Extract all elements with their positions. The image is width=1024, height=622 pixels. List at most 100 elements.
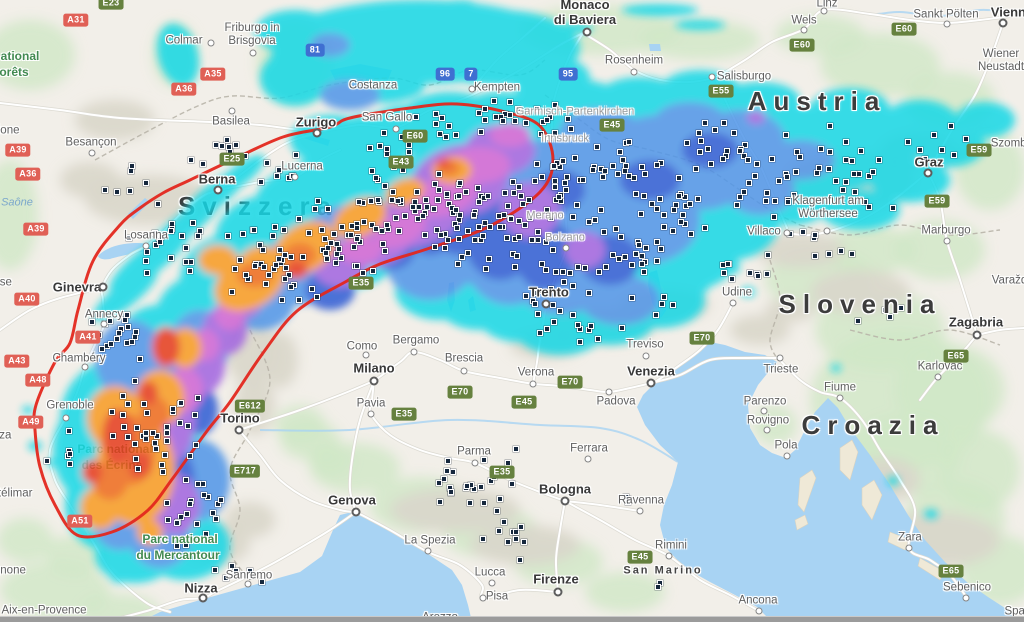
station-marker[interactable]: [516, 217, 523, 224]
station-marker[interactable]: [368, 198, 375, 204]
station-marker[interactable]: [393, 214, 400, 221]
station-marker[interactable]: [332, 260, 339, 267]
station-marker[interactable]: [613, 225, 620, 232]
station-marker[interactable]: [640, 193, 647, 200]
station-marker[interactable]: [273, 262, 280, 268]
station-marker[interactable]: [239, 230, 246, 237]
station-marker[interactable]: [542, 267, 549, 273]
station-marker[interactable]: [455, 235, 462, 242]
station-marker[interactable]: [695, 130, 702, 137]
station-marker[interactable]: [259, 246, 266, 253]
station-marker[interactable]: [679, 211, 686, 218]
station-marker[interactable]: [523, 293, 530, 300]
station-marker[interactable]: [114, 188, 121, 195]
station-marker[interactable]: [745, 157, 752, 164]
station-marker[interactable]: [402, 212, 409, 219]
station-marker[interactable]: [125, 323, 132, 330]
station-marker[interactable]: [259, 579, 266, 586]
station-marker[interactable]: [419, 213, 426, 220]
station-marker[interactable]: [359, 270, 366, 277]
station-marker[interactable]: [156, 239, 163, 246]
station-marker[interactable]: [457, 212, 464, 219]
station-marker[interactable]: [562, 187, 569, 194]
station-marker[interactable]: [838, 248, 845, 255]
station-marker[interactable]: [476, 223, 483, 230]
station-marker[interactable]: [176, 419, 183, 426]
station-marker[interactable]: [509, 481, 516, 488]
station-marker[interactable]: [553, 268, 560, 275]
station-marker[interactable]: [480, 499, 487, 506]
station-marker[interactable]: [551, 101, 558, 108]
station-marker[interactable]: [661, 224, 668, 231]
station-marker[interactable]: [183, 511, 190, 518]
station-marker[interactable]: [731, 129, 738, 136]
station-marker[interactable]: [183, 542, 190, 549]
station-marker[interactable]: [348, 223, 355, 230]
station-marker[interactable]: [435, 186, 442, 193]
station-marker[interactable]: [577, 339, 584, 346]
station-marker[interactable]: [228, 563, 235, 570]
station-marker[interactable]: [825, 251, 832, 258]
station-marker[interactable]: [167, 255, 174, 262]
station-marker[interactable]: [487, 477, 494, 484]
station-marker[interactable]: [746, 270, 753, 277]
station-marker[interactable]: [257, 179, 264, 186]
station-marker[interactable]: [523, 119, 530, 126]
station-marker[interactable]: [324, 205, 331, 212]
station-marker[interactable]: [66, 451, 73, 458]
station-marker[interactable]: [640, 269, 647, 276]
station-marker[interactable]: [133, 456, 140, 463]
station-marker[interactable]: [133, 424, 140, 431]
station-marker[interactable]: [447, 488, 454, 495]
station-marker[interactable]: [658, 246, 665, 253]
station-marker[interactable]: [534, 229, 541, 236]
station-marker[interactable]: [553, 196, 560, 203]
station-marker[interactable]: [848, 251, 855, 258]
station-marker[interactable]: [276, 247, 283, 254]
station-marker[interactable]: [312, 205, 319, 212]
station-marker[interactable]: [812, 253, 819, 260]
station-marker[interactable]: [648, 201, 655, 208]
station-marker[interactable]: [415, 216, 422, 223]
station-marker[interactable]: [132, 377, 139, 384]
station-marker[interactable]: [444, 458, 451, 465]
station-marker[interactable]: [526, 197, 533, 204]
station-marker[interactable]: [535, 237, 542, 244]
station-marker[interactable]: [826, 123, 833, 130]
station-marker[interactable]: [842, 157, 849, 164]
station-marker[interactable]: [285, 271, 292, 278]
station-marker[interactable]: [436, 480, 443, 487]
station-marker[interactable]: [660, 294, 667, 301]
station-marker[interactable]: [275, 166, 282, 173]
station-marker[interactable]: [563, 173, 570, 180]
station-marker[interactable]: [559, 157, 566, 164]
station-marker[interactable]: [213, 142, 220, 149]
station-marker[interactable]: [260, 263, 267, 270]
station-marker[interactable]: [381, 248, 388, 255]
station-marker[interactable]: [792, 169, 799, 176]
station-marker[interactable]: [636, 241, 643, 248]
station-marker[interactable]: [702, 224, 709, 231]
station-marker[interactable]: [827, 148, 834, 155]
station-marker[interactable]: [585, 218, 592, 225]
station-marker[interactable]: [507, 215, 514, 222]
station-marker[interactable]: [512, 446, 519, 453]
station-marker[interactable]: [126, 235, 133, 242]
station-marker[interactable]: [388, 197, 395, 204]
station-marker[interactable]: [653, 206, 660, 213]
station-marker[interactable]: [120, 424, 127, 431]
station-marker[interactable]: [865, 203, 872, 210]
station-marker[interactable]: [437, 131, 444, 138]
station-marker[interactable]: [522, 221, 529, 228]
station-marker[interactable]: [167, 227, 174, 234]
station-marker[interactable]: [811, 232, 818, 239]
station-marker[interactable]: [486, 255, 493, 262]
station-marker[interactable]: [143, 429, 150, 436]
station-marker[interactable]: [516, 557, 523, 564]
station-marker[interactable]: [225, 232, 232, 239]
station-marker[interactable]: [876, 157, 883, 164]
station-marker[interactable]: [423, 197, 430, 204]
station-marker[interactable]: [150, 430, 157, 437]
station-marker[interactable]: [424, 204, 431, 211]
station-marker[interactable]: [485, 192, 492, 199]
